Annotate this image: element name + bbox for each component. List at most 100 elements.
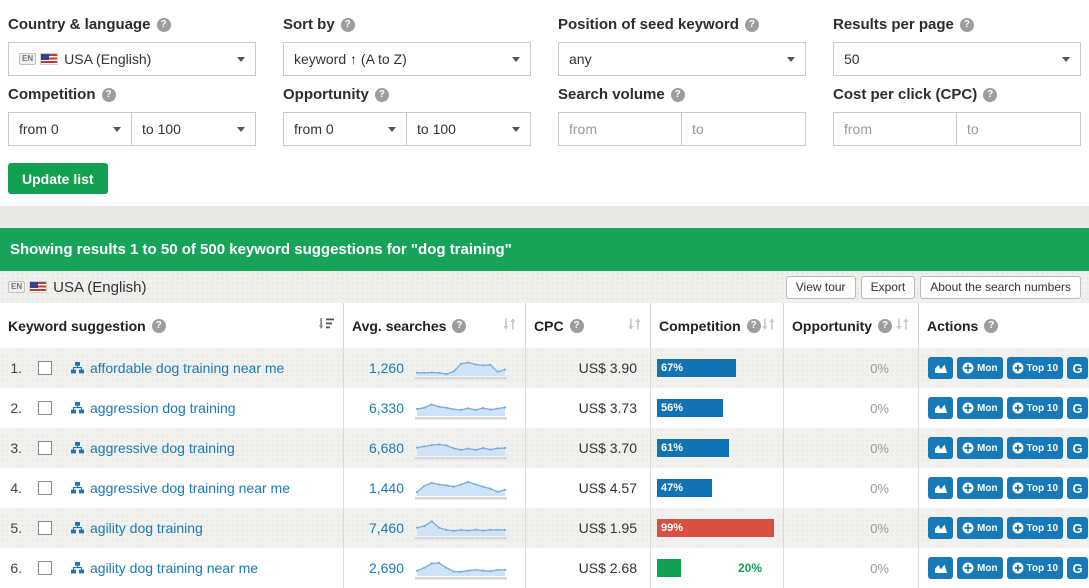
competition-cell: 67% — [650, 348, 783, 388]
sort-updown-icon[interactable] — [627, 317, 642, 334]
add-to-top10-button[interactable]: Top 10 — [1006, 437, 1064, 459]
google-serp-button[interactable]: G — [1067, 357, 1089, 379]
google-serp-button[interactable]: G — [1067, 397, 1089, 419]
row-checkbox[interactable] — [38, 561, 52, 575]
button-label: Mon — [977, 402, 998, 414]
seed-position-select[interactable]: any — [558, 42, 806, 76]
add-to-top10-button[interactable]: Top 10 — [1006, 517, 1064, 539]
add-to-top10-button[interactable]: Top 10 — [1006, 477, 1064, 499]
help-icon[interactable] — [984, 318, 999, 333]
row-checkbox[interactable] — [38, 401, 52, 415]
sort-amount-icon[interactable] — [319, 317, 335, 334]
add-to-monitoring-button[interactable]: Mon — [957, 437, 1003, 459]
add-to-monitoring-button[interactable]: Mon — [957, 517, 1003, 539]
filter-results-per-page: Results per page 50 — [833, 6, 1081, 76]
search-trend-button[interactable] — [928, 557, 953, 579]
help-icon[interactable] — [983, 87, 998, 102]
keyword-link[interactable]: aggressive dog training — [90, 440, 235, 456]
add-to-monitoring-button[interactable]: Mon — [957, 357, 1003, 379]
row-number: 4. — [10, 480, 22, 496]
sitemap-icon — [71, 442, 84, 454]
filter-label: Position of seed keyword — [558, 16, 739, 33]
country-language-select[interactable]: EN USA (English) — [8, 42, 256, 76]
help-icon[interactable] — [151, 318, 166, 333]
table-row: 3. aggressive dog training 6,680 US$ 3.70 61… — [0, 428, 1089, 468]
search-volume-to-input[interactable] — [682, 112, 806, 146]
add-to-top10-button[interactable]: Top 10 — [1006, 557, 1064, 579]
help-icon[interactable] — [452, 318, 467, 333]
button-label: Top 10 — [1026, 482, 1059, 494]
add-to-monitoring-button[interactable]: Mon — [957, 557, 1003, 579]
help-icon[interactable] — [569, 318, 584, 333]
help-icon[interactable] — [959, 17, 974, 32]
opportunity-to-select[interactable]: to 100 — [407, 112, 531, 146]
google-g-icon: G — [1072, 560, 1083, 576]
header-label: Competition — [659, 317, 741, 334]
chevron-down-icon — [388, 126, 396, 132]
area-chart-icon — [934, 364, 947, 373]
competition-bar: 67% — [657, 359, 737, 377]
cpc-to-input[interactable] — [957, 112, 1081, 146]
search-volume-from-input[interactable] — [558, 112, 682, 146]
search-trend-button[interactable] — [928, 357, 953, 379]
help-icon[interactable] — [374, 87, 389, 102]
sort-by-select[interactable]: keyword ↑ (A to Z) — [283, 42, 531, 76]
google-serp-button[interactable]: G — [1067, 477, 1089, 499]
add-to-monitoring-button[interactable]: Mon — [957, 477, 1003, 499]
keyword-link[interactable]: aggressive dog training near me — [90, 480, 291, 496]
help-icon[interactable] — [340, 17, 355, 32]
sort-updown-icon[interactable] — [895, 317, 910, 334]
competition-from-select[interactable]: from 0 — [8, 112, 132, 146]
button-label: Mon — [977, 562, 998, 574]
plus-circle-icon — [962, 522, 974, 534]
add-to-top10-button[interactable]: Top 10 — [1006, 397, 1064, 419]
filter-opportunity: Opportunity from 0 to 100 — [283, 76, 531, 146]
competition-to-select[interactable]: to 100 — [132, 112, 256, 146]
chevron-down-icon — [512, 56, 520, 62]
row-checkbox[interactable] — [38, 481, 52, 495]
view-tour-button[interactable]: View tour — [785, 275, 856, 299]
about-search-numbers-button[interactable]: About the search numbers — [920, 275, 1081, 299]
row-checkbox[interactable] — [38, 441, 52, 455]
search-trend-button[interactable] — [928, 517, 953, 539]
opportunity-value: 0% — [870, 560, 889, 576]
keyword-cell: 1. affordable dog training near me — [0, 348, 343, 388]
help-icon[interactable] — [101, 87, 116, 102]
cpc-from-input[interactable] — [833, 112, 957, 146]
keyword-link[interactable]: agility dog training — [90, 520, 203, 536]
help-icon[interactable] — [878, 318, 893, 333]
cpc-value: US$ 3.90 — [578, 360, 637, 376]
row-checkbox[interactable] — [38, 361, 52, 375]
background-band — [0, 206, 1089, 228]
search-trend-sparkline — [415, 561, 507, 579]
sort-updown-icon[interactable] — [502, 317, 517, 334]
keyword-link[interactable]: affordable dog training near me — [90, 360, 285, 376]
search-trend-button[interactable] — [928, 477, 953, 499]
update-list-button[interactable]: Update list — [8, 163, 108, 194]
opportunity-from-select[interactable]: from 0 — [283, 112, 407, 146]
help-icon[interactable] — [746, 318, 761, 333]
header-actions: Actions — [918, 303, 1089, 348]
opportunity-cell: 0% — [783, 548, 918, 588]
results-per-page-select[interactable]: 50 — [833, 42, 1081, 76]
help-icon[interactable] — [156, 17, 171, 32]
area-chart-icon — [934, 524, 947, 533]
filter-cpc: Cost per click (CPC) — [833, 76, 1081, 146]
keyword-link[interactable]: agility dog training near me — [90, 560, 259, 576]
row-checkbox[interactable] — [38, 521, 52, 535]
google-serp-button[interactable]: G — [1067, 517, 1089, 539]
add-to-monitoring-button[interactable]: Mon — [957, 397, 1003, 419]
export-button[interactable]: Export — [860, 275, 916, 299]
sort-updown-icon[interactable] — [761, 317, 776, 334]
help-icon[interactable] — [670, 87, 685, 102]
keyword-link[interactable]: aggression dog training — [90, 400, 236, 416]
help-icon[interactable] — [744, 17, 759, 32]
area-chart-icon — [934, 404, 947, 413]
search-trend-button[interactable] — [928, 397, 953, 419]
google-serp-button[interactable]: G — [1067, 437, 1089, 459]
competition-cell: 61% — [650, 428, 783, 468]
add-to-top10-button[interactable]: Top 10 — [1006, 357, 1064, 379]
row-number: 1. — [10, 360, 22, 376]
google-serp-button[interactable]: G — [1067, 557, 1089, 579]
search-trend-button[interactable] — [928, 437, 953, 459]
